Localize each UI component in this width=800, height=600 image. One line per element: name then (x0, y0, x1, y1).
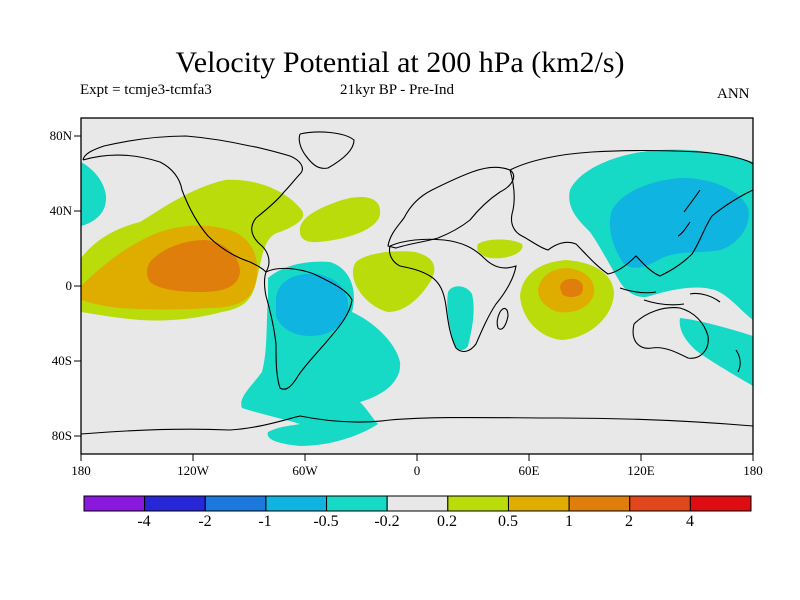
coast-north-america (82, 135, 303, 273)
colorbar-label: 4 (686, 513, 694, 530)
colorbar-label: -0.5 (313, 513, 339, 530)
contour-neg-02-south-africa (447, 286, 474, 351)
colorbar-label: -1 (258, 513, 272, 530)
contour-pos-1-pacific (147, 240, 240, 292)
map-field (81, 118, 753, 454)
lat-label: 0 (65, 278, 73, 293)
experiment-label: Expt = tcmje3-tcmfa3 (80, 82, 212, 98)
coastlines (81, 131, 753, 435)
coast-australia (632, 307, 709, 359)
contour-pos-1-indian (560, 278, 583, 297)
colorbar (83, 495, 752, 512)
colorbar-swatch (144, 495, 206, 512)
lat-label: 80S (51, 428, 72, 443)
colorbar-swatch (386, 495, 449, 512)
contour-neg-02-pacific-west (81, 162, 107, 226)
colorbar-swatch (204, 495, 267, 512)
plot-title: Velocity Potential at 200 hPa (km2/s) (175, 46, 625, 79)
season-label: ANN (717, 86, 750, 102)
colorbar-swatch (447, 495, 509, 512)
lat-ticks (74, 135, 81, 437)
colorbar-swatch (568, 495, 631, 512)
colorbar-label: -2 (198, 513, 212, 530)
coast-africa (388, 238, 517, 353)
lon-label: 120W (177, 463, 209, 478)
coast-indonesia (619, 287, 721, 306)
lon-label: 60W (292, 463, 318, 478)
lon-label: 0 (413, 463, 421, 478)
lon-label: 60E (518, 463, 540, 478)
colorbar-swatch (629, 495, 691, 512)
lon-label: 120E (627, 463, 655, 478)
colorbar-label: -0.2 (374, 513, 400, 530)
colorbar-swatch (326, 495, 388, 512)
colorbar-swatch (689, 495, 752, 512)
coast-japan (677, 189, 701, 237)
contour-pos-02-atlantic (299, 196, 381, 243)
colorbar-label: 1 (565, 513, 573, 530)
colorbar-label: 0.2 (437, 513, 457, 530)
lat-label: 40S (51, 353, 72, 368)
colorbar-swatch (507, 495, 570, 512)
coast-asia (509, 149, 753, 277)
lat-label: 80N (49, 128, 72, 143)
coast-south-america (263, 267, 353, 390)
colorbar-label: 2 (625, 513, 633, 530)
colorbar-label: -4 (137, 513, 151, 530)
lon-ticks (80, 454, 754, 461)
contour-neg-05-asia (609, 178, 749, 268)
colorbar-label: 0.5 (498, 513, 518, 530)
coast-new-zealand (735, 349, 741, 373)
colorbar-swatch (265, 495, 328, 512)
lat-label: 40N (49, 203, 72, 218)
period-label: 21kyr BP - Pre-Ind (340, 82, 455, 98)
lon-label: 180 (71, 463, 91, 478)
contour-neg-05-south-america (276, 273, 349, 336)
coast-greenland (298, 131, 355, 169)
lon-label: 180 (743, 463, 763, 478)
coast-antarctica (81, 415, 753, 435)
contour-neg-02-australia-east (679, 318, 753, 386)
contour-pos-02-arabia (477, 239, 523, 259)
contour-pos-02-west-africa (352, 251, 435, 312)
coast-madagascar (496, 307, 509, 330)
colorbar-swatch (83, 495, 146, 512)
